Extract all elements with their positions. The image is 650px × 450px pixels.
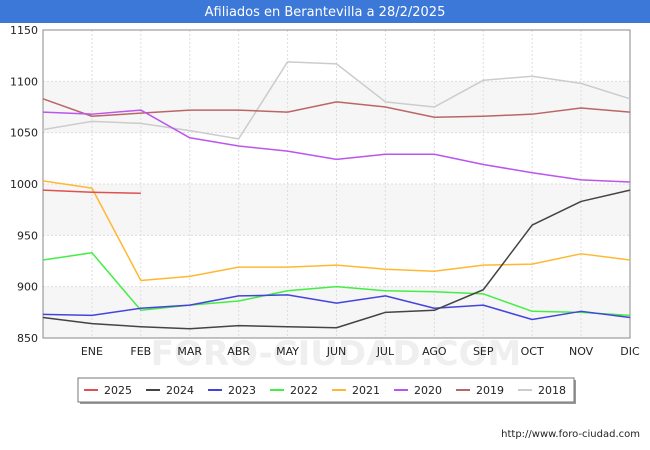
series-line-2019	[42, 98, 631, 119]
x-tick-label: NOV	[569, 345, 594, 358]
x-tick-label: OCT	[521, 345, 544, 358]
legend-box	[77, 377, 575, 403]
series-line-2020	[42, 109, 631, 183]
legend-label-2020: 2020	[414, 384, 442, 397]
y-tick-label: 1000	[10, 178, 38, 191]
x-tick-label: FEB	[130, 345, 151, 358]
y-tick-label: 1100	[10, 75, 38, 88]
legend-label-2018: 2018	[538, 384, 566, 397]
watermark: FORO-CIUDAD.COM	[151, 334, 522, 374]
x-tick-label: DIC	[620, 345, 640, 358]
series-line-2021	[42, 180, 631, 282]
y-tick-label: 1150	[10, 24, 38, 37]
x-tick-label: MAR	[177, 345, 202, 358]
series-line-2022	[42, 252, 631, 317]
series-line-2023	[42, 294, 631, 321]
y-tick-label: 1050	[10, 127, 38, 140]
series-line-2018	[42, 61, 631, 140]
x-tick-label: JUL	[376, 345, 395, 358]
x-tick-label: MAY	[276, 345, 299, 358]
x-tick-label: JUN	[326, 345, 347, 358]
x-tick-label: AGO	[422, 345, 447, 358]
x-tick-label: ENE	[81, 345, 103, 358]
series-line-2025	[42, 189, 141, 194]
legend-label-2024: 2024	[166, 384, 194, 397]
series-line-2024	[42, 189, 631, 330]
chart-title: Afiliados en Berantevilla a 28/2/2025	[205, 5, 446, 20]
y-tick-label: 900	[17, 281, 38, 294]
footer-url: http://www.foro-ciudad.com	[501, 429, 640, 440]
legend-label-2019: 2019	[476, 384, 504, 397]
title-bar	[0, 0, 650, 23]
legend-label-2023: 2023	[228, 384, 256, 397]
y-tick-label: 850	[17, 332, 38, 345]
legend-label-2021: 2021	[352, 384, 380, 397]
y-tick-label: 950	[17, 229, 38, 242]
legend-label-2022: 2022	[290, 384, 318, 397]
x-tick-label: SEP	[473, 345, 494, 358]
x-tick-label: ABR	[227, 345, 250, 358]
legend-label-2025: 2025	[104, 384, 132, 397]
plot-frame	[42, 29, 631, 339]
